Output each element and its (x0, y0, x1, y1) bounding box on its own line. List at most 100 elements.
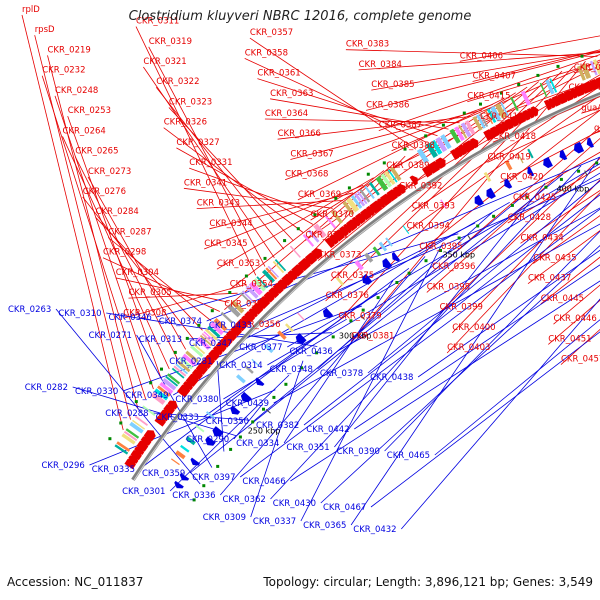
reverse-gene-label: CKR_0362 (223, 495, 266, 505)
feature-tracks (108, 54, 600, 502)
reverse-gene-label: CKR_0336 (172, 491, 215, 501)
rna-marker (185, 336, 189, 340)
forward-gene-label: CKR_0419 (488, 152, 531, 162)
forward-gene-arrow (345, 219, 358, 232)
cog-category-block (464, 120, 476, 135)
forward-gene-label: CKR_0388 (392, 141, 435, 151)
reverse-gene-arrow (391, 252, 400, 262)
forward-label-leader (411, 85, 600, 212)
forward-label-leader (216, 177, 374, 270)
forward-gene-arrow (195, 363, 208, 375)
rna-marker (439, 249, 442, 252)
cog-category-block (517, 153, 524, 164)
forward-gene-arrow (386, 189, 398, 202)
rna-marker (441, 123, 445, 127)
rna-marker (476, 224, 480, 228)
forward-gene-label: CKR_0457 (561, 355, 600, 365)
forward-gene-label: CKR_0345 (204, 239, 247, 249)
reverse-gene-label: CKR_0296 (42, 461, 85, 471)
reverse-label-leader (173, 201, 510, 396)
forward-label-leader (62, 136, 170, 370)
reverse-gene-arrow (543, 156, 553, 169)
rna-marker (238, 435, 242, 439)
cog-category-block (346, 197, 360, 213)
reverse-gene-label: CKR_0271 (89, 331, 132, 341)
forward-label-leader (34, 35, 131, 420)
rna-marker (134, 400, 138, 404)
forward-gene-label: CKR_0425 (513, 193, 556, 203)
cog-category-block (335, 276, 345, 286)
reverse-gene-arrow (586, 137, 594, 148)
cog-category-block (190, 345, 204, 358)
forward-gene-label: guaA (581, 103, 600, 113)
cog-category-block (549, 78, 558, 93)
cog-category-block (210, 321, 224, 336)
forward-gene-label: CKR_0311 (136, 17, 179, 27)
reverse-label-leader (367, 180, 600, 374)
cog-category-block (458, 124, 468, 139)
forward-gene-label: CKR_0355 (224, 300, 267, 310)
cog-category-block (204, 328, 218, 341)
forward-gene-label: CKR_0420 (500, 173, 543, 183)
reverse-label-leader (273, 223, 600, 404)
reverse-gene-arrow (179, 472, 190, 481)
cog-category-block (368, 181, 380, 196)
kbp-tick-mark (265, 408, 271, 414)
cog-category-block (192, 343, 206, 355)
reverse-gene-label: CKR_0301 (122, 487, 165, 497)
forward-gene-arrow (360, 208, 372, 221)
cog-category-block (416, 148, 430, 164)
reverse-gene-arrow (240, 391, 252, 403)
cog-category-block (296, 312, 305, 321)
cog-category-block (476, 114, 486, 129)
reverse-gene-label: CKR_0335 (92, 465, 135, 475)
cog-category-block (527, 148, 534, 159)
reverse-gene-label: CKR_0290 (186, 435, 229, 445)
forward-gene-label: CKR_0385 (371, 80, 414, 90)
forward-gene-label: CKR_0399 (440, 303, 483, 313)
forward-gene-arrow (332, 229, 345, 242)
rna-marker (580, 54, 584, 58)
rna-marker (559, 177, 563, 181)
cog-category-block (245, 285, 259, 299)
reverse-label-leader (370, 331, 600, 508)
cog-category-block (154, 388, 169, 401)
forward-gene-arrow (581, 81, 594, 94)
reverse-label-leader (350, 157, 600, 526)
reverse-label-leader (384, 230, 600, 452)
reverse-label-leader (287, 163, 600, 348)
forward-label-leader (507, 166, 600, 224)
forward-gene-arrow (143, 430, 156, 442)
cog-category-block (182, 353, 197, 367)
rna-marker (149, 381, 153, 385)
kbp-tick-label: 400 kbp (557, 185, 590, 194)
rna-marker (500, 91, 503, 95)
forward-label-leader (459, 35, 600, 62)
cog-category-block (179, 357, 194, 370)
forward-gene-label: CKR_0416 (480, 112, 523, 122)
cog-category-block (577, 65, 586, 81)
forward-gene-label: CKR_0395 (419, 242, 462, 252)
cog-category-block (375, 175, 389, 192)
cog-category-block (435, 136, 448, 153)
reverse-gene-arrow (212, 426, 224, 437)
rna-marker (251, 420, 255, 424)
rna-marker (192, 498, 196, 502)
forward-label-leader (41, 75, 147, 400)
reverse-gene-arrow (255, 377, 265, 386)
forward-gene-label: CKR_0308 (123, 308, 166, 318)
cog-category-block (116, 441, 131, 452)
forward-label-leader (297, 98, 505, 201)
forward-gene-arrow (311, 247, 323, 260)
rna-marker (229, 447, 233, 451)
cog-category-block (261, 269, 276, 283)
reverse-gene-arrow (382, 257, 393, 269)
cog-category-block (134, 415, 149, 426)
cog-category-block (440, 199, 447, 209)
forward-gene-label: groES (594, 124, 600, 134)
rna-marker (119, 421, 123, 425)
forward-gene-arrow (256, 296, 270, 310)
forward-label-leader (183, 187, 333, 209)
cog-category-block (277, 330, 287, 340)
